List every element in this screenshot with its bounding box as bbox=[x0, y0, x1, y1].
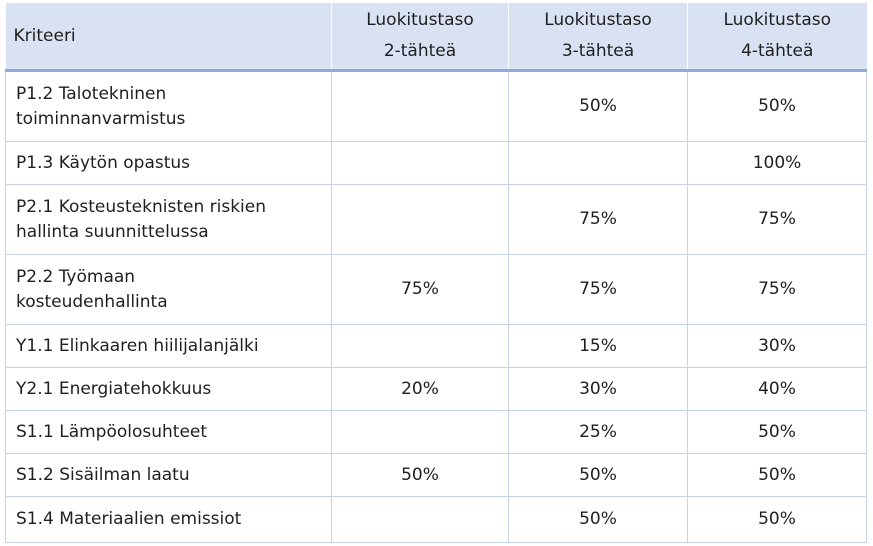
header-criterion: Kriteeri bbox=[5, 3, 332, 72]
level-4-cell: 75% bbox=[687, 254, 867, 325]
level-2-cell bbox=[331, 70, 509, 142]
level-4-cell: 40% bbox=[687, 367, 867, 411]
criterion-line: hallinta suunnittelussa bbox=[16, 221, 209, 242]
table-row: Y1.1 Elinkaaren hiilijalanjälki 15% 30% bbox=[5, 324, 867, 368]
criterion-cell: Y2.1 Energiatehokkuus bbox=[5, 367, 332, 411]
header-level-4: Luokitustaso 4-tähteä bbox=[687, 3, 867, 72]
criterion-cell: S1.1 Lämpöolosuhteet bbox=[5, 410, 332, 454]
header-level-4-line1: Luokitustaso bbox=[723, 10, 832, 30]
criteria-table: Kriteeri Luokitustaso 2-tähteä Luokitust… bbox=[5, 3, 867, 543]
header-level-4-line2: 4-tähteä bbox=[741, 41, 814, 61]
table-row: P2.2 Työmaan kosteudenhallinta 75% 75% 7… bbox=[5, 254, 867, 325]
level-2-cell bbox=[331, 184, 509, 255]
level-3-cell: 75% bbox=[508, 184, 688, 255]
level-4-cell: 50% bbox=[687, 70, 867, 142]
level-2-cell: 50% bbox=[331, 453, 509, 497]
criteria-table-container: Kriteeri Luokitustaso 2-tähteä Luokitust… bbox=[5, 3, 867, 543]
level-4-cell: 50% bbox=[687, 496, 867, 543]
level-3-cell: 15% bbox=[508, 324, 688, 368]
level-3-cell: 75% bbox=[508, 254, 688, 325]
criterion-cell: P2.1 Kosteusteknisten riskien hallinta s… bbox=[5, 184, 332, 255]
table-row: S1.4 Materiaalien emissiot 50% 50% bbox=[5, 496, 867, 543]
table-header: Kriteeri Luokitustaso 2-tähteä Luokitust… bbox=[5, 3, 867, 72]
level-3-cell: 50% bbox=[508, 70, 688, 142]
header-level-3: Luokitustaso 3-tähteä bbox=[508, 3, 688, 72]
level-4-cell: 50% bbox=[687, 453, 867, 497]
criterion-cell: Y1.1 Elinkaaren hiilijalanjälki bbox=[5, 324, 332, 368]
table-row: S1.1 Lämpöolosuhteet 25% 50% bbox=[5, 410, 867, 454]
level-2-cell bbox=[331, 410, 509, 454]
criterion-cell: P1.2 Talotekninen toiminnanvarmistus bbox=[5, 70, 332, 142]
level-3-cell bbox=[508, 141, 688, 185]
level-3-cell: 50% bbox=[508, 496, 688, 543]
level-3-cell: 30% bbox=[508, 367, 688, 411]
level-2-cell bbox=[331, 141, 509, 185]
criterion-line: P1.2 Talotekninen bbox=[16, 83, 167, 104]
header-level-3-line2: 3-tähteä bbox=[561, 41, 635, 61]
table-row: P2.1 Kosteusteknisten riskien hallinta s… bbox=[5, 184, 867, 255]
table-row: P1.2 Talotekninen toiminnanvarmistus 50%… bbox=[5, 70, 867, 142]
criterion-line: toiminnanvarmistus bbox=[16, 108, 186, 129]
level-3-cell: 25% bbox=[508, 410, 688, 454]
criterion-line: P2.2 Työmaan bbox=[16, 266, 136, 287]
criterion-line: kosteudenhallinta bbox=[16, 291, 168, 312]
table-row: P1.3 Käytön opastus 100% bbox=[5, 141, 867, 185]
criterion-cell: P2.2 Työmaan kosteudenhallinta bbox=[5, 254, 332, 325]
table-row: Y2.1 Energiatehokkuus 20% 30% 40% bbox=[5, 367, 867, 411]
level-2-cell: 20% bbox=[331, 367, 509, 411]
header-row: Kriteeri Luokitustaso 2-tähteä Luokitust… bbox=[5, 3, 867, 72]
header-level-2: Luokitustaso 2-tähteä bbox=[331, 3, 509, 72]
criterion-cell: P1.3 Käytön opastus bbox=[5, 141, 332, 185]
table-body: P1.2 Talotekninen toiminnanvarmistus 50%… bbox=[5, 70, 867, 543]
header-level-2-line1: Luokitustaso bbox=[366, 10, 474, 30]
level-4-cell: 100% bbox=[687, 141, 867, 185]
criterion-line: P2.1 Kosteusteknisten riskien bbox=[16, 196, 267, 217]
criterion-cell: S1.4 Materiaalien emissiot bbox=[5, 496, 332, 543]
criterion-cell: S1.2 Sisäilman laatu bbox=[5, 453, 332, 497]
level-2-cell bbox=[331, 324, 509, 368]
table-row: S1.2 Sisäilman laatu 50% 50% 50% bbox=[5, 453, 867, 497]
level-4-cell: 75% bbox=[687, 184, 867, 255]
level-3-cell: 50% bbox=[508, 453, 688, 497]
level-2-cell: 75% bbox=[331, 254, 509, 325]
header-level-2-line2: 2-tähteä bbox=[383, 41, 457, 61]
level-2-cell bbox=[331, 496, 509, 543]
header-level-3-line1: Luokitustaso bbox=[544, 10, 652, 30]
level-4-cell: 30% bbox=[687, 324, 867, 368]
level-4-cell: 50% bbox=[687, 410, 867, 454]
